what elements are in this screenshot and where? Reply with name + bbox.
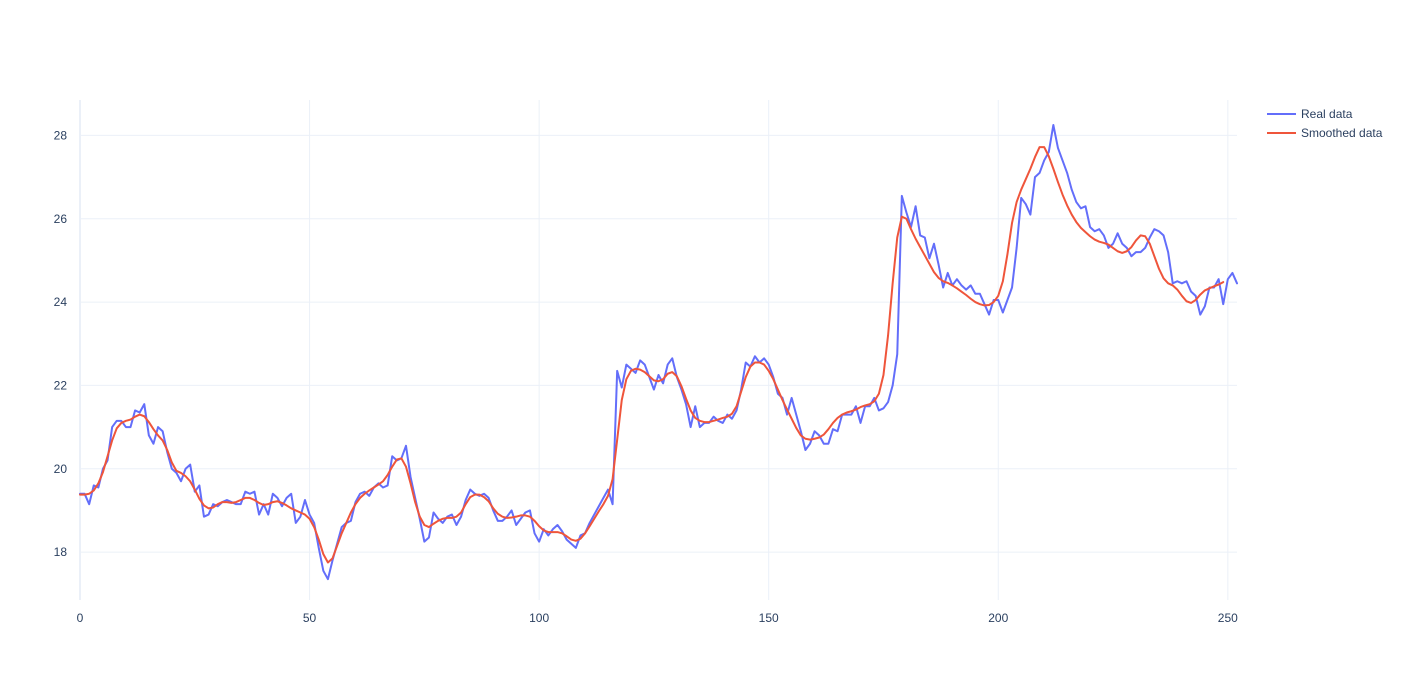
series-layer (79, 124, 1238, 581)
series-line-smoothed-data (79, 146, 1225, 564)
legend-item-real-data[interactable]: Real data (1267, 107, 1353, 121)
x-tick-label: 150 (759, 611, 779, 625)
x-tick-label: 0 (77, 611, 84, 625)
x-tick-label: 250 (1218, 611, 1238, 625)
x-tick-label: 200 (988, 611, 1008, 625)
y-tick-label: 18 (54, 545, 68, 559)
x-tick-label: 100 (529, 611, 549, 625)
y-tick-label: 24 (54, 295, 68, 309)
series-line-real-data (79, 124, 1238, 581)
legend-item-smoothed-data[interactable]: Smoothed data (1267, 126, 1383, 140)
legend-label-real-data: Real data (1301, 107, 1353, 121)
y-tick-label: 20 (54, 462, 68, 476)
legend-label-smoothed-data: Smoothed data (1301, 126, 1383, 140)
x-gridlines (309, 100, 1229, 600)
x-tick-labels: 0 50 100 150 200 250 (77, 611, 1238, 625)
x-tick-label: 50 (303, 611, 317, 625)
y-gridlines (80, 134, 1237, 553)
y-tick-label: 28 (54, 128, 68, 142)
y-tick-label: 22 (54, 378, 68, 392)
y-tick-label: 26 (54, 212, 68, 226)
legend[interactable]: Real data Smoothed data (1267, 107, 1383, 140)
y-tick-labels: 18 20 22 24 26 28 (54, 128, 68, 559)
